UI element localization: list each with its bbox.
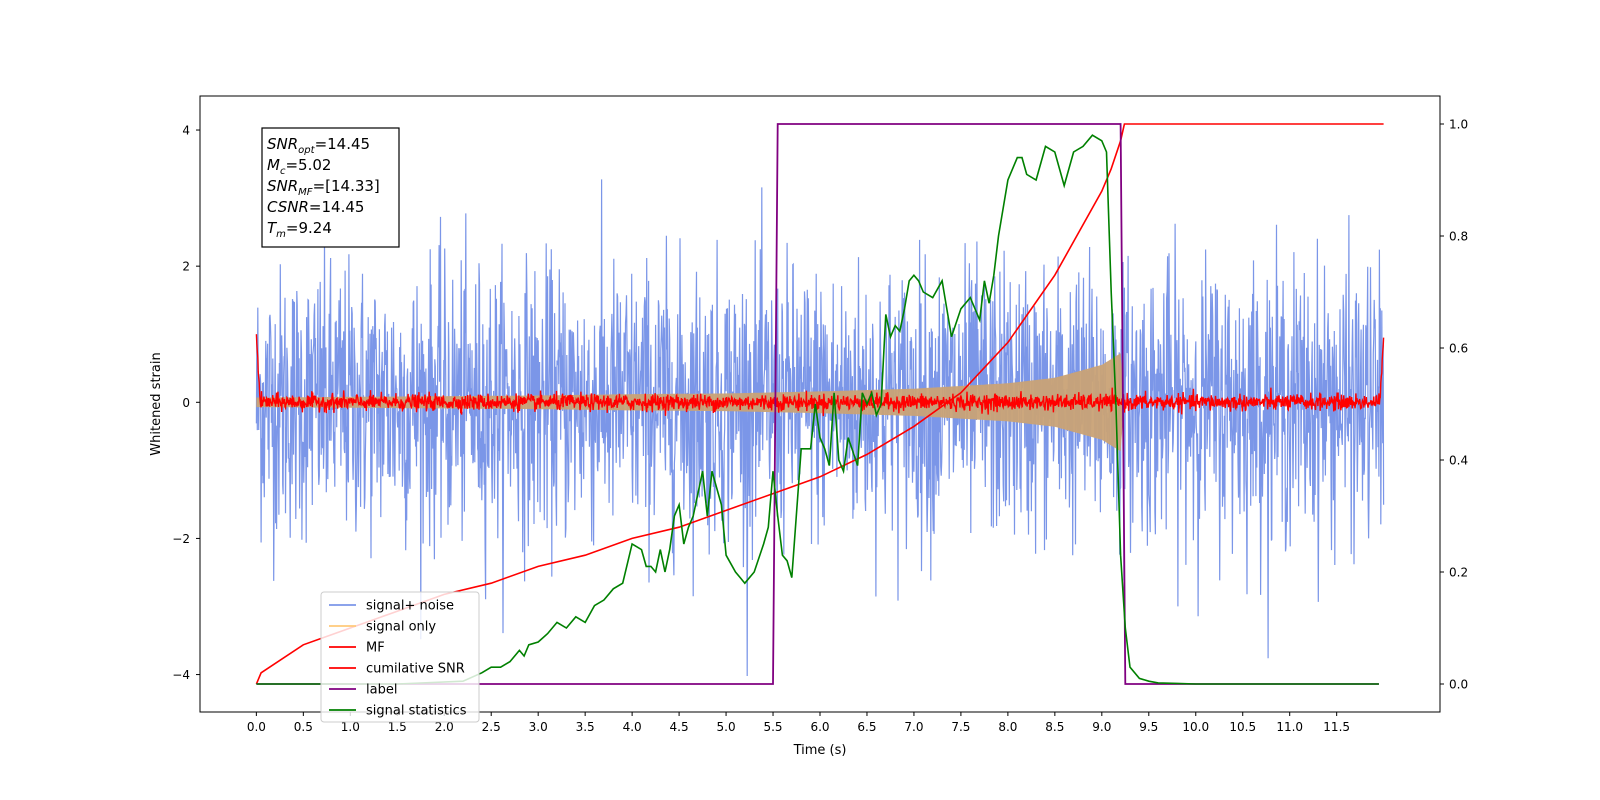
y-right-tick-label: 0.0 [1449, 678, 1468, 692]
x-tick-label: 9.5 [1139, 720, 1158, 734]
x-tick-label: 5.5 [763, 720, 782, 734]
y-axis-left: −4 −2 0 2 4 [172, 124, 200, 682]
x-axis: 0.0 0.5 1.0 1.5 2.0 2.5 3.0 3.5 4.0 4.5 5.0 5.5 6.0 6… [247, 712, 1350, 734]
legend-label: MF [366, 641, 385, 656]
annotation-line: SNRopt=14.45 [267, 135, 370, 156]
annotation-line: CSNR=14.45 [267, 198, 364, 216]
x-tick-label: 4.0 [623, 720, 642, 734]
x-tick-label: 2.5 [482, 720, 501, 734]
y-left-tick-label: 4 [182, 124, 190, 138]
x-tick-label: 1.5 [388, 720, 407, 734]
y-axis-right: 0.0 0.2 0.4 0.6 0.8 1.0 [1440, 118, 1468, 692]
x-tick-label: 2.0 [435, 720, 454, 734]
y-axis-label: Whitened strain [149, 352, 164, 455]
x-tick-label: 10.0 [1182, 720, 1209, 734]
x-tick-label: 0.0 [247, 720, 266, 734]
y-left-tick-label: 2 [182, 260, 190, 274]
annotation-line: Tm=9.24 [267, 219, 332, 240]
x-tick-label: 3.5 [576, 720, 595, 734]
x-tick-label: 3.0 [529, 720, 548, 734]
x-tick-label: 11.0 [1276, 720, 1303, 734]
series-mf [255, 334, 1385, 417]
x-tick-label: 9.0 [1092, 720, 1111, 734]
y-left-tick-label: −2 [172, 532, 190, 546]
x-axis-label: Time (s) [793, 743, 847, 758]
legend-label: label [366, 683, 397, 698]
annotation-line: SNRMF=[14.33] [267, 177, 380, 198]
x-tick-label: 11.5 [1323, 720, 1350, 734]
x-tick-label: 6.0 [810, 720, 829, 734]
legend-label: signal only [366, 620, 436, 635]
legend-label: cumilative SNR [366, 662, 465, 677]
annotation-box: SNRopt=14.45Mc=5.02SNRMF=[14.33]CSNR=14.… [261, 127, 400, 248]
y-left-tick-label: −4 [172, 668, 190, 682]
y-right-tick-label: 0.2 [1449, 566, 1468, 580]
x-tick-label: 10.5 [1229, 720, 1256, 734]
y-right-tick-label: 0.8 [1449, 230, 1468, 244]
x-tick-label: 7.0 [904, 720, 923, 734]
legend-label: signal+ noise [366, 599, 454, 614]
x-tick-label: 4.5 [670, 720, 689, 734]
annotation-line: Mc=5.02 [267, 156, 331, 177]
series-signal-statistics [256, 134, 1379, 685]
x-tick-label: 0.5 [294, 720, 313, 734]
x-tick-label: 8.0 [998, 720, 1017, 734]
legend-label: signal statistics [366, 704, 467, 719]
x-tick-label: 8.5 [1045, 720, 1064, 734]
y-right-tick-label: 1.0 [1449, 118, 1468, 132]
y-right-tick-label: 0.4 [1449, 454, 1468, 468]
x-tick-label: 6.5 [857, 720, 876, 734]
x-tick-label: 5.0 [717, 720, 736, 734]
x-tick-label: 1.0 [341, 720, 360, 734]
x-tick-label: 7.5 [951, 720, 970, 734]
legend: signal+ noise signal only MF cumilative SNR… [320, 591, 480, 723]
y-right-tick-label: 0.6 [1449, 342, 1468, 356]
y-left-tick-label: 0 [182, 396, 190, 410]
series-label [256, 123, 1379, 685]
